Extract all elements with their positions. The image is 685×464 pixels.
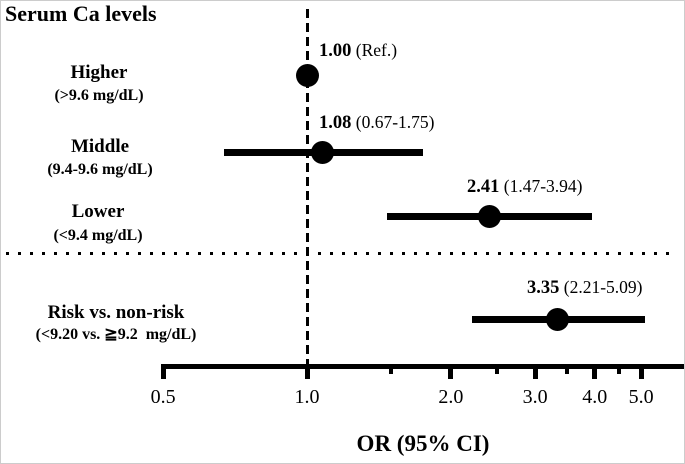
x-axis-tick-label: 0.5	[150, 386, 176, 408]
x-axis-line	[161, 364, 684, 369]
ci-value: (1.47-3.94)	[499, 176, 583, 196]
x-axis-tick-label: 1.0	[294, 386, 320, 408]
row-sublabel: (<9.4 mg/dL)	[53, 227, 143, 244]
row-sublabel: (>9.6 mg/dL)	[54, 87, 144, 104]
reference-line-icon	[305, 9, 309, 364]
or-value: 3.35	[527, 278, 560, 298]
or-point	[478, 204, 502, 228]
x-axis-major-tick	[160, 364, 166, 379]
value-label: 3.35 (2.21-5.09)	[527, 277, 642, 299]
x-axis-major-tick	[448, 364, 454, 379]
x-axis-major-tick	[592, 364, 598, 379]
ci-value: (2.21-5.09)	[559, 277, 643, 297]
value-label: 2.41 (1.47-3.94)	[467, 176, 582, 198]
x-axis-minor-tick	[617, 364, 622, 374]
value-label: 1.08 (0.67-1.75)	[319, 112, 434, 134]
row-sublabel: (<9.20 vs. ≧9.2 mg/dL)	[35, 326, 197, 343]
row-label: Risk vs. non-risk	[47, 302, 185, 323]
risk-separator-line	[6, 252, 678, 255]
or-value: 1.08	[319, 113, 352, 133]
or-point	[546, 307, 570, 331]
row-label: Lower	[71, 201, 125, 222]
x-axis-title: OR (95% CI)	[356, 431, 490, 456]
or-value: 1.00	[319, 41, 352, 61]
chart-title: Serum Ca levels	[5, 1, 157, 26]
x-axis-tick-label: 5.0	[628, 386, 654, 408]
ci-value: (0.67-1.75)	[351, 112, 435, 132]
row-label: Higher	[70, 62, 128, 83]
x-axis-major-tick	[304, 364, 310, 379]
x-axis-tick-label: 2.0	[438, 386, 464, 408]
x-axis-major-tick	[638, 364, 644, 379]
or-value: 2.41	[467, 177, 500, 197]
x-axis-tick-label: 4.0	[582, 386, 608, 408]
or-point	[295, 63, 319, 87]
ci-value: (Ref.)	[351, 40, 398, 60]
value-label: 1.00 (Ref.)	[319, 40, 397, 62]
x-axis-major-tick	[532, 364, 538, 379]
row-label: Middle	[70, 136, 130, 157]
x-axis-minor-tick	[495, 364, 500, 374]
or-point	[311, 140, 335, 164]
row-sublabel: (9.4-9.6 mg/dL)	[47, 161, 153, 178]
x-axis-minor-tick	[389, 364, 394, 374]
x-axis-tick-label: 3.0	[522, 386, 548, 408]
x-axis-minor-tick	[565, 364, 570, 374]
